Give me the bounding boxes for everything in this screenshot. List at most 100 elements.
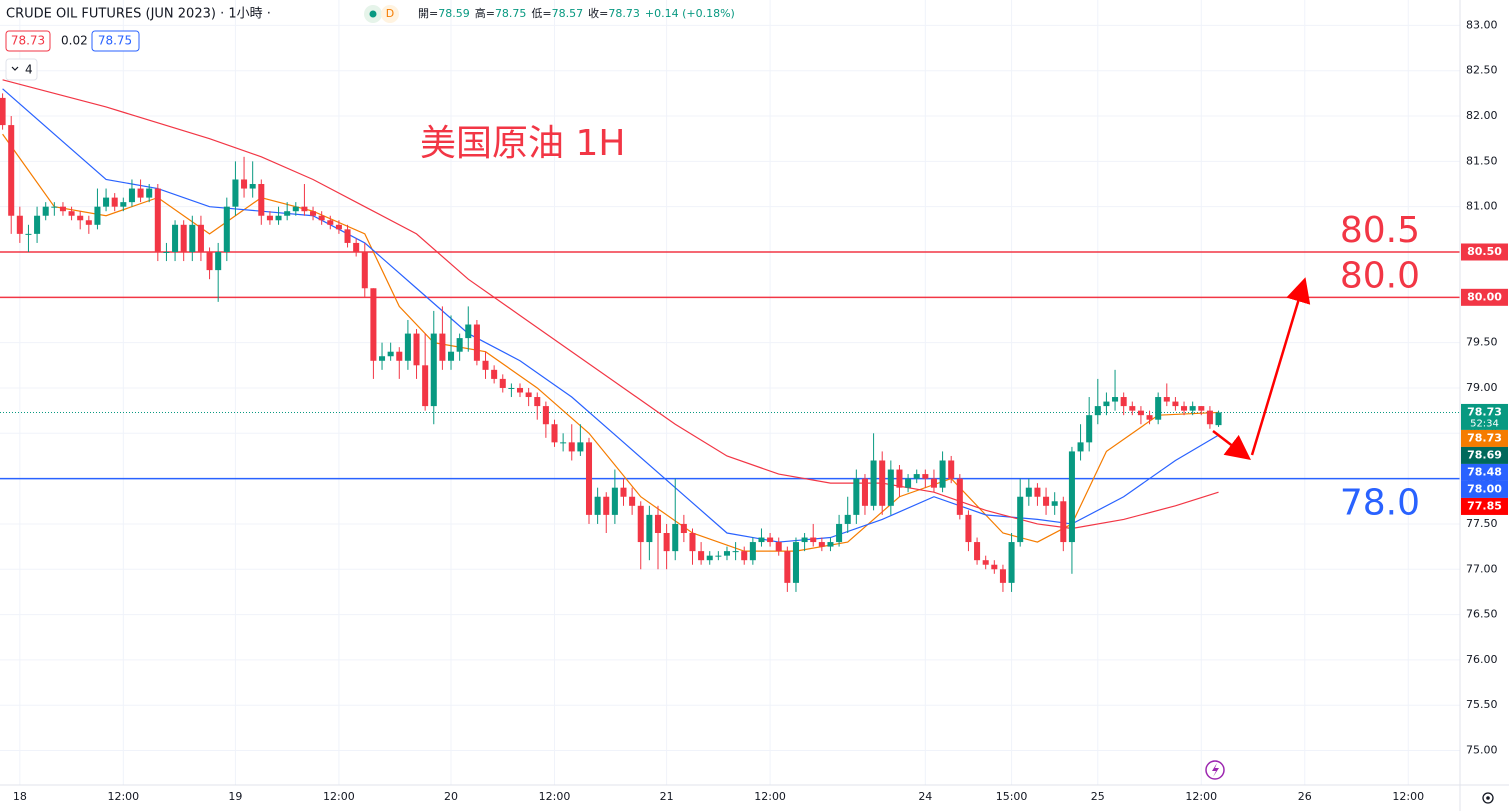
candle-body — [327, 220, 334, 225]
price-tag-label: 78.00 — [1467, 482, 1502, 495]
candle-body — [1025, 487, 1032, 497]
x-tick-label: 19 — [228, 790, 242, 803]
price-tag-label: 80.50 — [1467, 245, 1502, 258]
candle-body — [715, 555, 722, 557]
interval-badge — [381, 5, 399, 23]
candle-body — [456, 338, 463, 352]
candle-body — [1120, 397, 1127, 407]
candle-body — [680, 523, 687, 534]
level-label: 80.5 — [1340, 210, 1420, 251]
indicator-toggle[interactable] — [5, 58, 38, 81]
candle-body — [42, 206, 49, 216]
price-tag — [1461, 463, 1508, 481]
candle-body — [836, 523, 843, 543]
annotation: 美国原油 1H — [420, 123, 625, 164]
candle-body — [551, 424, 558, 443]
candle-body — [387, 351, 394, 357]
candle-body — [413, 333, 420, 366]
candle-body — [59, 206, 66, 212]
candle-body — [370, 288, 377, 361]
candle-body — [1112, 397, 1119, 402]
candle-body — [1172, 401, 1179, 407]
price-tag — [1461, 446, 1508, 464]
axes: 75.0075.5076.0076.5077.0077.5078.0078.50… — [13, 18, 1508, 803]
candle-body — [103, 197, 110, 207]
grid — [0, 0, 1460, 785]
candle-body — [741, 551, 748, 561]
candle-body — [94, 206, 101, 225]
y-tick-label: 77.50 — [1466, 517, 1498, 530]
candle-body — [1163, 397, 1170, 402]
settings-icon[interactable] — [1482, 792, 1494, 804]
ohlc-value: 78.57 — [552, 7, 584, 20]
candle-body — [905, 478, 912, 488]
candle-body — [758, 537, 765, 543]
x-tick-label: 21 — [660, 790, 674, 803]
candle-body — [258, 184, 265, 216]
y-tick-label: 82.00 — [1466, 109, 1498, 122]
x-tick-label: 12:00 — [539, 790, 571, 803]
x-tick-label: 12:00 — [1392, 790, 1424, 803]
level-label: 80.0 — [1340, 255, 1420, 296]
candle-body — [775, 542, 782, 552]
candle-body — [646, 514, 653, 543]
candle-body — [128, 188, 135, 203]
x-tick-label: 18 — [13, 790, 27, 803]
candle-body — [232, 179, 239, 207]
candle-body — [1215, 412, 1222, 426]
candle-body — [637, 505, 644, 543]
candle-body — [197, 224, 204, 252]
candle-body — [896, 469, 903, 488]
candle-body — [663, 533, 670, 552]
candle-body — [611, 487, 618, 515]
candle-body — [629, 496, 636, 506]
y-tick-label: 81.50 — [1466, 154, 1498, 167]
plot-area — [0, 79, 1460, 592]
candle-body — [154, 188, 161, 252]
candle-body — [689, 533, 696, 552]
candle-body — [698, 551, 705, 561]
candle-body — [353, 242, 360, 252]
candle-body — [585, 442, 593, 515]
candle-body — [111, 197, 118, 207]
candle-body — [249, 184, 256, 189]
y-tick-label: 75.00 — [1466, 744, 1498, 757]
candle-body — [292, 206, 299, 212]
candle-body — [1181, 406, 1188, 411]
price-tag — [1461, 497, 1508, 515]
candle-body — [189, 224, 196, 252]
candle-body — [534, 397, 541, 407]
candle-body — [1206, 410, 1213, 425]
candle-body — [1189, 406, 1196, 411]
candle-body — [508, 387, 515, 389]
x-tick-label: 25 — [1091, 790, 1105, 803]
candle-body — [948, 460, 955, 479]
candle-body — [801, 537, 808, 543]
candle-body — [1043, 496, 1050, 506]
x-tick-label: 26 — [1298, 790, 1312, 803]
candle-body — [525, 392, 532, 398]
candle-body — [1051, 501, 1058, 506]
candle-body — [335, 224, 342, 230]
candle-body — [473, 324, 480, 361]
candle-body — [379, 356, 386, 361]
lightning-icon[interactable] — [1205, 760, 1225, 780]
y-tick-label: 82.50 — [1466, 64, 1498, 77]
candle-body — [1198, 406, 1205, 411]
y-tick-label: 76.00 — [1466, 653, 1498, 666]
candle-body — [568, 442, 575, 452]
ohlc-label: 開= — [418, 7, 438, 20]
price-tag — [1461, 403, 1508, 430]
y-tick-label: 77.00 — [1466, 562, 1498, 575]
candle-body — [956, 478, 963, 515]
candle-body — [560, 442, 567, 444]
candle-body — [284, 211, 291, 216]
candle-body — [1137, 410, 1144, 416]
candle-body — [982, 560, 989, 565]
candle-body — [827, 542, 834, 547]
candle-body — [767, 537, 774, 543]
candle-body — [430, 333, 437, 407]
candle-body — [396, 351, 403, 361]
candle-body — [930, 478, 937, 488]
candle-body — [172, 224, 179, 252]
